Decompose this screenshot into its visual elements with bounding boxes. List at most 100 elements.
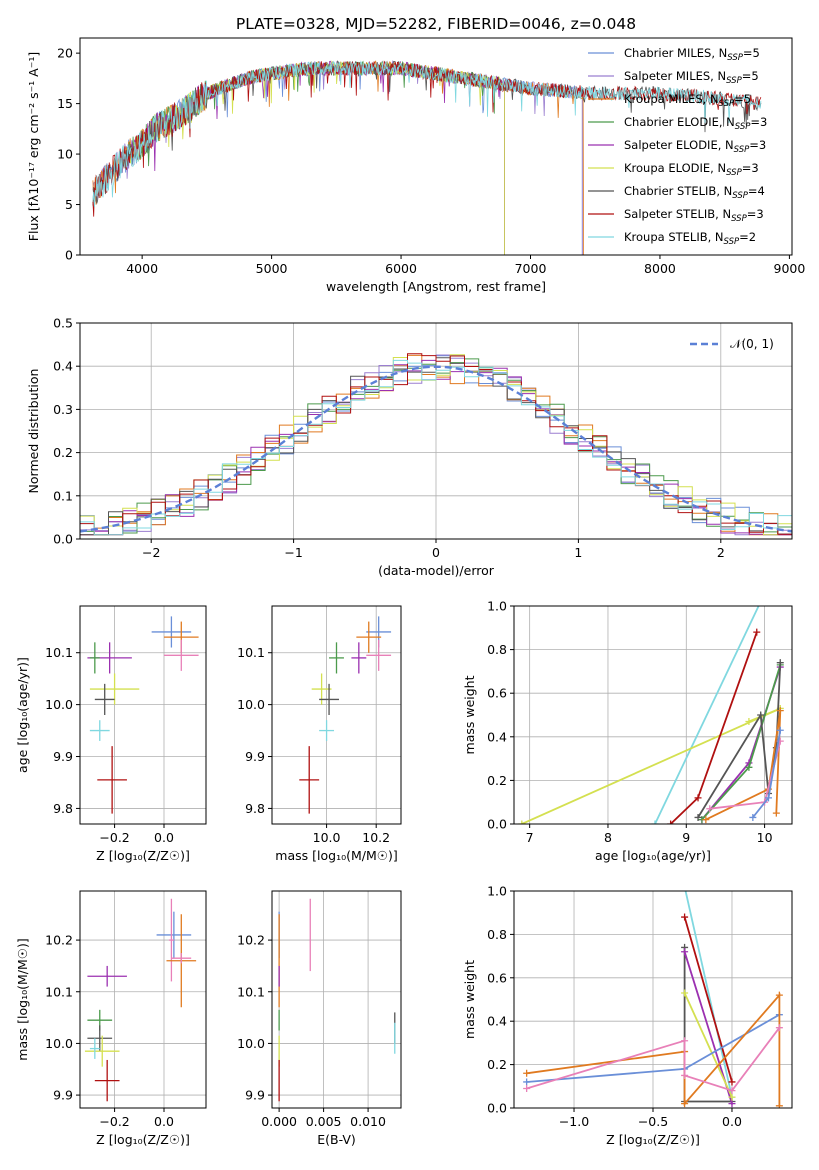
y-tick-label: 20 — [57, 46, 73, 61]
y-tick-label: 0.8 — [487, 927, 507, 942]
weight-marker — [681, 883, 688, 890]
weight-line — [705, 710, 782, 821]
spectrum-line — [128, 60, 505, 255]
y-tick-label: 0.1 — [53, 488, 73, 503]
legend-n: =3 — [749, 138, 766, 152]
legend-n: =4 — [748, 184, 765, 198]
legend-n: =3 — [742, 161, 759, 175]
spectrum-line — [92, 59, 583, 255]
x-tick-label: 9 — [682, 830, 690, 845]
axes-frame — [79, 37, 793, 256]
figure-title: PLATE=0328, MJD=52282, FIBERID=0046, z=0… — [236, 15, 636, 33]
legend-sub: SSP — [731, 214, 747, 224]
y-tick-label: 10.1 — [45, 645, 73, 660]
x-tick-label: 7 — [526, 830, 534, 845]
y-tick-label: 9.8 — [245, 801, 265, 816]
panel-age_vs_Z: −0.2 0.0 9.8 9.9 10.0 10.1 Z [log₁₀(Z/Z☉)] age … — [15, 605, 207, 863]
y-tick-label: 10.1 — [45, 984, 73, 999]
legend-sub: SSP — [726, 76, 742, 86]
x-axis-label: E(B-V) — [317, 1132, 356, 1147]
y-tick-label: 1.0 — [487, 884, 507, 899]
x-tick-label: 8000 — [644, 261, 676, 276]
histogram-step — [80, 353, 792, 536]
spectrum-line — [128, 60, 505, 255]
x-axis-label: Z [log₁₀(Z/Z☉)] — [96, 848, 190, 863]
weight-marker — [681, 1071, 689, 1079]
weight-line — [684, 891, 733, 1098]
y-tick-label: 9.8 — [53, 801, 73, 816]
axes-frame — [79, 890, 207, 1109]
legend-entry: Kroupa ELODIE, NSSP=3 — [624, 161, 759, 178]
x-tick-label: 6000 — [385, 261, 417, 276]
x-tick-label: 9000 — [774, 261, 806, 276]
weight-marker — [772, 809, 780, 817]
legend-n: =3 — [747, 207, 764, 221]
x-tick-label: 10.0 — [313, 830, 341, 845]
axes-frame — [513, 605, 793, 825]
x-tick-label: 10 — [757, 830, 773, 845]
y-tick-label: 0.8 — [487, 642, 507, 657]
y-axis-label: mass [log₁₀(M/M☉)] — [15, 938, 30, 1060]
weight-marker — [694, 813, 702, 821]
weight-marker — [728, 1093, 736, 1101]
panel-weight_vs_age: 7 8 9 10 0.0 0.2 0.4 0.6 0.8 1.0 age [log₁₀(age/yr… — [462, 598, 793, 863]
y-tick-label: 9.9 — [53, 749, 73, 764]
plot-area — [518, 598, 784, 824]
y-tick-label: 0.3 — [53, 402, 73, 417]
y-tick-label: 0.0 — [53, 532, 73, 547]
panel-mass_vs_ebv: 0.000 0.005 0.010 9.9 10.0 10.1 10.2 E(B-V) — [237, 890, 402, 1147]
y-tick-label: 10.2 — [237, 933, 265, 948]
x-axis-label: age [log₁₀(age/yr)] — [595, 848, 711, 863]
legend-sub: SSP — [726, 168, 742, 178]
plot-area — [84, 898, 197, 1102]
legend-n: =5 — [742, 69, 759, 83]
panel-residuals: 𝒩(0, 1) −2 −1 0 1 2 0.0 0.1 0.2 0.3 0.4 0.5 (data-mo… — [26, 316, 793, 578]
y-tick-label: 10.0 — [45, 697, 73, 712]
weight-marker — [745, 763, 753, 771]
plot-area — [92, 59, 762, 255]
spectrum-line — [92, 60, 762, 217]
y-tick-label: 0.6 — [487, 686, 507, 701]
weight-marker — [523, 1069, 531, 1077]
plot-area — [80, 353, 792, 536]
x-axis-label: Z [log₁₀(Z/Z☉)] — [606, 1132, 700, 1147]
weight-marker — [749, 813, 757, 821]
y-tick-label: 10 — [57, 147, 73, 162]
legend-sub: SSP — [727, 53, 743, 63]
y-tick-label: 10.1 — [237, 645, 265, 660]
x-tick-label: 2 — [717, 545, 725, 560]
weight-marker — [765, 794, 773, 802]
x-tick-label: −0.5 — [638, 1114, 668, 1129]
y-tick-label: 0.0 — [487, 817, 507, 832]
x-tick-label: 5000 — [256, 261, 288, 276]
legend-sub: SSP — [719, 99, 735, 109]
x-tick-label: −0.2 — [99, 1114, 129, 1129]
x-tick-label: 0.0 — [154, 830, 174, 845]
y-axis-label: Flux [fλ10⁻¹⁷ erg cm⁻² s⁻¹ A⁻¹] — [26, 52, 41, 241]
y-tick-label: 0.5 — [53, 316, 73, 331]
legend-n: =2 — [739, 230, 756, 244]
weight-marker — [702, 816, 710, 824]
legend-entry: Salpeter STELIB, NSSP=3 — [624, 207, 764, 224]
plot-area — [523, 883, 783, 1108]
weight-line — [683, 916, 733, 1083]
panel-mass_vs_Z: −0.2 0.0 9.9 10.0 10.1 10.2 Z [log₁₀(Z/Z☉)] mas… — [15, 890, 207, 1147]
weight-line — [669, 631, 758, 824]
weight-marker — [694, 794, 702, 802]
y-axis-label: mass weight — [462, 960, 477, 1039]
weight-marker — [757, 598, 764, 605]
normal-curve — [80, 365, 792, 533]
legend-sub: SSP — [734, 145, 750, 155]
y-tick-label: 10.2 — [45, 933, 73, 948]
y-tick-label: 0.6 — [487, 970, 507, 985]
weight-marker — [776, 659, 784, 667]
y-axis-label: Normed distribution — [26, 369, 41, 494]
plot-area — [299, 616, 392, 814]
legend-entry: Salpeter ELODIE, NSSP=3 — [624, 138, 766, 155]
x-tick-label: 0.0 — [722, 1114, 742, 1129]
x-tick-label: −1.0 — [559, 1114, 589, 1129]
y-tick-label: 9.9 — [245, 1088, 265, 1103]
y-tick-label: 9.9 — [53, 1088, 73, 1103]
panel-weight_vs_Z: −1.0 −0.5 0.0 0.0 0.2 0.4 0.6 0.8 1.0 Z [log₁₀(Z/… — [462, 883, 793, 1147]
weight-line — [521, 707, 781, 824]
